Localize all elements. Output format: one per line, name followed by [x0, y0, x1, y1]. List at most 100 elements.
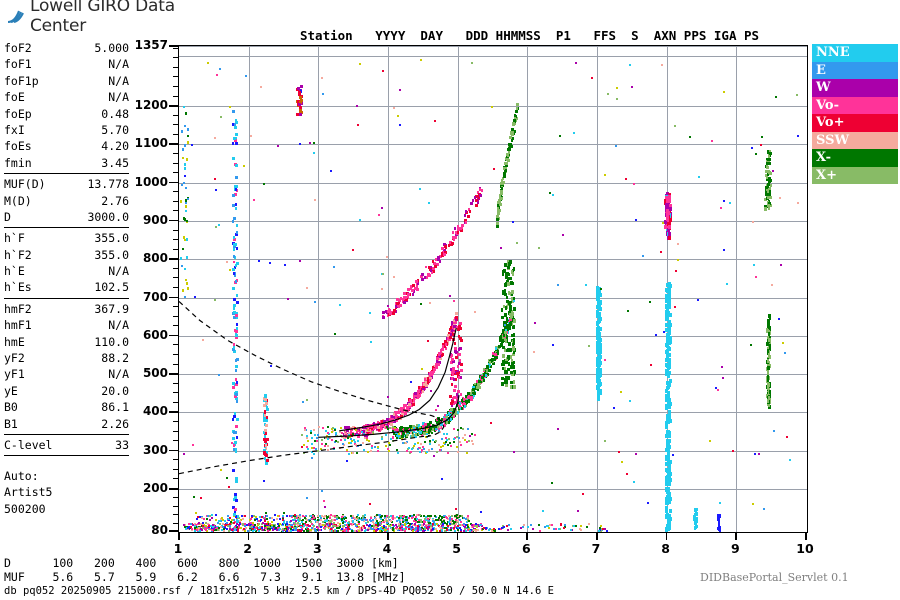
echo-point — [233, 238, 236, 242]
echo-point — [323, 519, 326, 522]
echo-point — [279, 523, 282, 526]
echo-point — [233, 315, 236, 319]
echo-point — [354, 517, 357, 520]
legend-item-nne[interactable]: NNE — [812, 44, 898, 62]
legend-item-x[interactable]: X+ — [812, 166, 898, 184]
param-group-frequencies: foF2 5.000 foF1 N/A foF1p N/A foE N/A foEp 0.48 fx… — [4, 40, 129, 171]
y-tick-minor — [173, 325, 178, 327]
echo-point — [667, 456, 671, 461]
ionogram-plot[interactable] — [178, 45, 808, 533]
echo-point — [393, 525, 396, 528]
echo-point — [446, 523, 449, 526]
echo-point — [767, 331, 771, 336]
echo-point — [421, 529, 424, 532]
echo-point — [665, 288, 669, 293]
param-value: 88.2 — [101, 351, 129, 366]
echo-point — [290, 516, 293, 519]
param-value: N/A — [108, 367, 129, 382]
echo-point — [234, 447, 237, 451]
echo-point — [349, 523, 352, 526]
echo-point — [266, 526, 269, 529]
echo-point — [439, 518, 442, 521]
echo-point — [413, 524, 416, 527]
echo-point — [232, 437, 235, 441]
echo-point — [403, 527, 406, 530]
x-tick — [805, 533, 807, 540]
y-tick-minor — [173, 210, 178, 212]
legend-item-x[interactable]: X- — [812, 149, 898, 167]
echo-point — [196, 518, 199, 521]
param-row: foF2 5.000 — [4, 40, 129, 56]
echo-point — [289, 528, 292, 531]
echo-point — [384, 528, 387, 531]
y-tick-major — [169, 530, 178, 532]
echo-point — [417, 529, 420, 532]
echo-point — [234, 440, 237, 444]
x-tick — [456, 533, 459, 540]
echo-point — [365, 521, 368, 524]
echo-point — [666, 227, 670, 232]
echo-point — [766, 393, 769, 398]
param-row: B0 86.1 — [4, 399, 129, 415]
echo-point — [769, 203, 773, 207]
echo-point — [232, 267, 235, 271]
echo-point — [379, 530, 382, 532]
echo-point — [374, 528, 377, 531]
echo-point — [307, 529, 310, 532]
legend-item-w[interactable]: W — [812, 79, 898, 97]
echo-point — [234, 126, 237, 130]
echo-point — [414, 522, 417, 525]
echo-point — [447, 529, 450, 532]
echo-point — [597, 326, 601, 331]
echo-point — [439, 529, 442, 532]
echo-point — [668, 508, 672, 513]
echo-point — [232, 343, 236, 347]
legend-item-e[interactable]: E — [812, 61, 898, 79]
echo-point — [251, 516, 254, 519]
echo-point — [355, 524, 358, 527]
legend-item-vo[interactable]: Vo- — [812, 96, 898, 114]
echo-point — [223, 527, 226, 530]
echo-point — [263, 528, 266, 531]
legend-item-ssw[interactable]: SSW — [812, 131, 898, 149]
param-label: M(D) — [4, 193, 32, 208]
legend-item-vo[interactable]: Vo+ — [812, 114, 898, 132]
echo-point — [666, 211, 670, 216]
echo-point — [377, 527, 380, 530]
echo-point — [226, 525, 229, 528]
echo-point — [234, 119, 238, 122]
echo-point — [667, 333, 671, 338]
echo-point — [454, 530, 456, 532]
echo-point — [409, 515, 412, 518]
y-tick-minor — [173, 401, 178, 403]
param-row: h`E N/A — [4, 263, 129, 279]
echo-point — [405, 528, 408, 531]
echo-point — [235, 476, 238, 480]
echo-point — [232, 386, 235, 390]
x-tick-label: 6 — [521, 541, 531, 556]
echo-point — [235, 314, 238, 318]
echo-point — [392, 516, 395, 519]
echo-point — [302, 530, 305, 532]
echo-point — [432, 369, 436, 373]
echo-point — [362, 518, 365, 521]
echo-point — [378, 521, 381, 524]
echo-point — [598, 350, 602, 355]
echo-point — [765, 159, 769, 163]
echo-point — [209, 528, 212, 531]
echo-point — [459, 520, 462, 523]
echo-point — [221, 523, 224, 526]
echo-point — [426, 518, 429, 521]
echo-point — [217, 525, 220, 528]
gridline-vertical — [457, 46, 459, 532]
echo-point — [258, 529, 261, 532]
echo-point — [465, 517, 467, 520]
ionogram-canvas[interactable] — [179, 46, 807, 532]
echo-point — [285, 526, 288, 529]
echo-point — [335, 526, 338, 529]
echo-point — [665, 198, 669, 203]
echo-point — [597, 382, 601, 387]
echo-point — [186, 525, 189, 528]
echo-point — [265, 515, 268, 518]
echo-point — [531, 528, 534, 531]
